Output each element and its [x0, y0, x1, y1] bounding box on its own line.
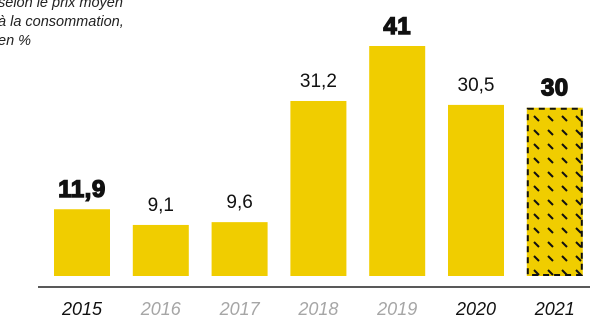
bar-2020: [448, 104, 504, 276]
bar-outline-2021: [526, 107, 583, 276]
subtitle-line-1: selon le prix moyen: [0, 0, 123, 11]
bar-2019: [369, 46, 426, 276]
value-label-2019: 41: [383, 13, 411, 40]
year-label-2019: 2019: [376, 299, 417, 319]
year-label-2015: 2015: [61, 299, 103, 319]
year-label-2020: 2020: [455, 299, 496, 319]
bar-2015: [54, 209, 110, 276]
year-label-2016: 2016: [140, 299, 182, 319]
bar-2021: [526, 107, 583, 277]
year-label-2021: 2021: [534, 299, 575, 319]
chart-subtitle: selon le prix moyen à la consommation, e…: [0, 0, 124, 51]
subtitle-line-2: à la consommation,: [0, 14, 124, 30]
value-label-2018: 31,2: [300, 71, 337, 92]
year-label-2018: 2018: [297, 299, 338, 319]
value-label-2021: 30: [541, 75, 569, 102]
bar-2017: [211, 222, 268, 276]
subtitle-line-3: en %: [0, 33, 32, 49]
bar-2018: [290, 100, 347, 276]
bar-2016: [132, 224, 189, 276]
year-label-2017: 2017: [219, 299, 261, 319]
value-label-2015: 11,9: [58, 176, 105, 203]
value-label-2020: 30,5: [458, 75, 495, 96]
value-label-2017: 9,6: [226, 192, 252, 213]
value-label-2016: 9,1: [148, 195, 174, 216]
